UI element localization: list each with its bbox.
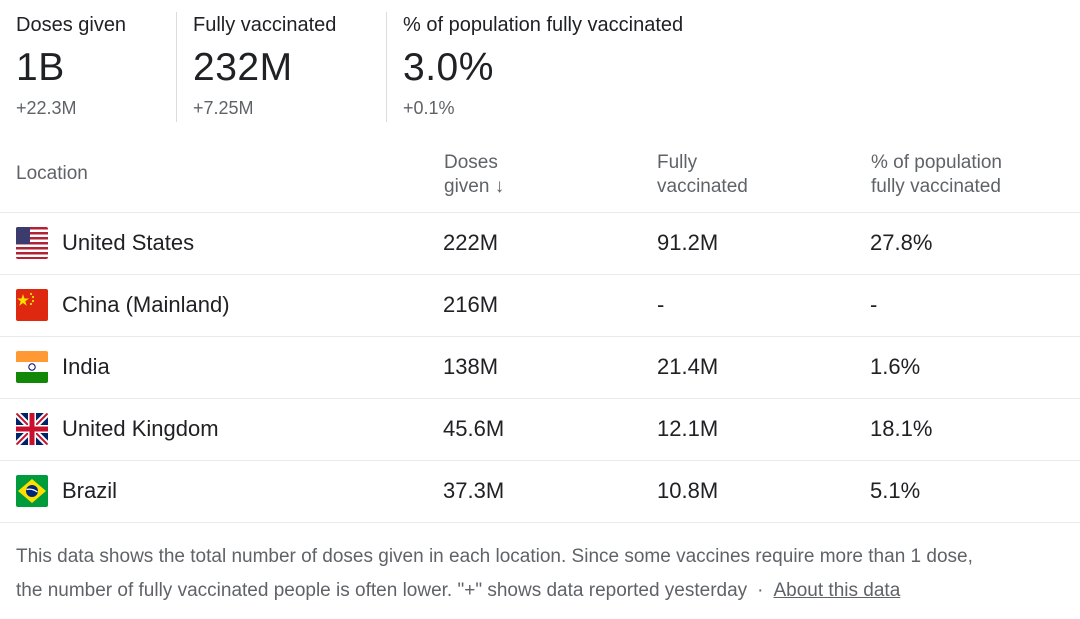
percent-vaccinated-value: 1.6% xyxy=(870,354,921,379)
table-row[interactable]: United States 222M 91.2M 27.8% xyxy=(0,212,1080,275)
header-location-label: Location xyxy=(16,163,88,184)
header-doses-given[interactable]: Doses given ↓ xyxy=(444,151,504,199)
india-flag-icon xyxy=(16,351,48,383)
summary-stats: Doses given 1B +22.3M Fully vaccinated 2… xyxy=(0,0,1080,130)
china-flag-icon xyxy=(16,289,48,321)
doses-given-value: 138M xyxy=(443,354,499,379)
fully-vaccinated-value: 10.8M xyxy=(657,478,719,503)
stat-value: 1B xyxy=(16,46,65,89)
fully-vaccinated-value: 91.2M xyxy=(657,230,719,255)
fully-vaccinated-value: - xyxy=(657,292,665,317)
doses-given-value: 216M xyxy=(443,292,499,317)
fully-vaccinated-value: 12.1M xyxy=(657,416,719,441)
stat-change: +7.25M xyxy=(193,98,254,118)
header-fully-vaccinated[interactable]: Fully vaccinated xyxy=(657,151,748,199)
doses-given-value: 37.3M xyxy=(443,478,505,503)
header-percent-fully-vaccinated[interactable]: % of population fully vaccinated xyxy=(871,151,1002,199)
stat-divider xyxy=(386,12,387,122)
stat-change: +0.1% xyxy=(403,98,455,118)
stat-value: 232M xyxy=(193,46,293,89)
header-location[interactable]: Location xyxy=(16,162,88,186)
stat-change: +22.3M xyxy=(16,98,77,118)
percent-vaccinated-value: 18.1% xyxy=(870,416,933,441)
header-doses-line2: given xyxy=(444,176,490,197)
us-flag-icon xyxy=(16,227,48,259)
fully-vaccinated-value: 21.4M xyxy=(657,354,719,379)
stat-label: % of population fully vaccinated xyxy=(403,14,684,36)
percent-vaccinated-value: 27.8% xyxy=(870,230,933,255)
table-row[interactable]: India 138M 21.4M 1.6% xyxy=(0,336,1080,399)
header-fully-line2: vaccinated xyxy=(657,176,748,197)
footnote-separator: · xyxy=(757,580,764,601)
percent-vaccinated-value: - xyxy=(870,292,878,317)
stat-divider xyxy=(176,12,177,122)
location-name: United States xyxy=(62,230,195,255)
location-name: United Kingdom xyxy=(62,416,219,441)
table-header: Location Doses given ↓ Fully vaccinated … xyxy=(0,148,1080,213)
header-pct-line2: fully vaccinated xyxy=(871,176,1001,197)
about-this-data-link[interactable]: About this data xyxy=(773,580,901,601)
table-row[interactable]: China (Mainland) 216M - - xyxy=(0,274,1080,337)
footnote-line2-text: the number of fully vaccinated people is… xyxy=(16,580,748,601)
stat-percent-fully-vaccinated[interactable]: % of population fully vaccinated 3.0% +0… xyxy=(403,0,803,124)
footnote-line1: This data shows the total number of dose… xyxy=(16,546,973,567)
header-pct-line1: % of population xyxy=(871,152,1002,173)
stat-value: 3.0% xyxy=(403,46,494,89)
doses-given-value: 222M xyxy=(443,230,499,255)
location-name: China (Mainland) xyxy=(62,292,230,317)
header-fully-line1: Fully xyxy=(657,152,698,173)
table-row[interactable]: Brazil 37.3M 10.8M 5.1% xyxy=(0,460,1080,523)
table-row[interactable]: United Kingdom 45.6M 12.1M 18.1% xyxy=(0,398,1080,461)
location-name: India xyxy=(62,354,110,379)
stat-label: Fully vaccinated xyxy=(193,14,337,36)
doses-given-value: 45.6M xyxy=(443,416,505,441)
header-doses-line1: Doses xyxy=(444,152,498,173)
uk-flag-icon xyxy=(16,413,48,445)
stat-fully-vaccinated[interactable]: Fully vaccinated 232M +7.25M xyxy=(193,0,373,124)
stat-label: Doses given xyxy=(16,14,127,36)
sort-arrow-icon: ↓ xyxy=(494,176,505,197)
percent-vaccinated-value: 5.1% xyxy=(870,478,921,503)
brazil-flag-icon xyxy=(16,475,48,507)
location-name: Brazil xyxy=(62,478,118,503)
footnote-line2: the number of fully vaccinated people is… xyxy=(16,574,1076,608)
data-footnote: This data shows the total number of dose… xyxy=(16,540,1076,608)
stat-doses-given[interactable]: Doses given 1B +22.3M xyxy=(16,0,166,124)
